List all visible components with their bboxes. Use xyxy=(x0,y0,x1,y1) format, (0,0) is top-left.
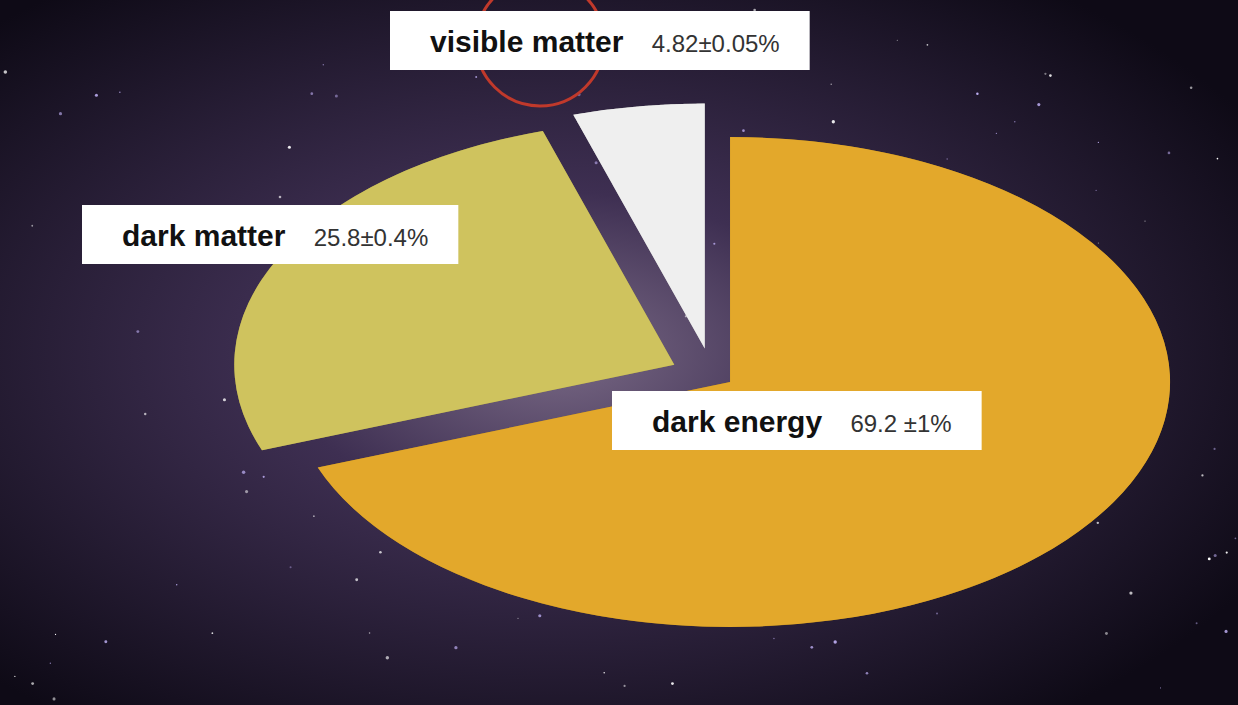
category-label: dark matter xyxy=(122,219,286,252)
star xyxy=(144,413,146,415)
category-label: dark energy xyxy=(652,405,822,438)
star xyxy=(832,120,835,123)
stars xyxy=(4,9,1237,701)
star xyxy=(14,676,15,677)
star xyxy=(53,697,56,700)
star xyxy=(355,578,358,581)
star xyxy=(242,471,245,474)
star xyxy=(810,646,813,649)
star xyxy=(671,682,674,685)
slice-label: dark matter 25.8±0.4% xyxy=(82,205,458,264)
star xyxy=(176,584,177,585)
chart-container: dark energy 69.2 ±1% dark matter 25.8±0.4% v… xyxy=(0,0,1238,705)
slice xyxy=(573,104,704,349)
star xyxy=(245,490,248,493)
star xyxy=(223,398,226,401)
category-label: visible matter xyxy=(430,25,624,58)
star xyxy=(379,551,382,554)
star xyxy=(1105,632,1108,635)
star xyxy=(773,638,774,639)
star xyxy=(517,618,518,619)
star xyxy=(1160,687,1161,688)
star xyxy=(1097,522,1099,524)
star xyxy=(59,112,62,115)
star xyxy=(335,95,338,98)
value-label: 4.82±0.05% xyxy=(652,30,780,57)
star xyxy=(623,685,625,687)
star xyxy=(595,161,598,164)
slice-label: dark energy 69.2 ±1% xyxy=(612,391,982,450)
star xyxy=(136,330,139,333)
star xyxy=(1217,158,1219,160)
star xyxy=(1096,190,1097,191)
star xyxy=(1235,537,1237,539)
star xyxy=(31,225,33,227)
slice-tops xyxy=(234,104,1170,627)
label-box xyxy=(390,11,810,70)
star xyxy=(1098,142,1099,143)
slice xyxy=(234,131,674,450)
star xyxy=(1226,551,1228,553)
star xyxy=(1044,73,1046,75)
star xyxy=(603,672,605,674)
star xyxy=(31,682,34,685)
star xyxy=(996,133,997,134)
star xyxy=(211,632,213,634)
star xyxy=(976,92,978,94)
star xyxy=(742,129,745,132)
star xyxy=(897,40,898,41)
star xyxy=(55,634,56,635)
star xyxy=(936,613,938,615)
star xyxy=(1224,630,1227,633)
star xyxy=(263,476,265,478)
value-label: 69.2 ±1% xyxy=(850,410,951,437)
star xyxy=(4,70,8,74)
star xyxy=(1214,554,1217,557)
star xyxy=(119,92,120,93)
star xyxy=(323,64,324,65)
star xyxy=(313,515,315,517)
star xyxy=(1129,591,1132,594)
star xyxy=(369,632,371,634)
label-box xyxy=(612,391,982,450)
star xyxy=(454,646,457,649)
star xyxy=(1098,243,1099,244)
star xyxy=(288,146,291,149)
star xyxy=(104,640,107,643)
star xyxy=(1190,86,1193,89)
slice-label: visible matter 4.82±0.05% xyxy=(390,11,810,70)
background xyxy=(0,0,1238,705)
slice-sides xyxy=(234,104,1170,677)
value-label: 25.8±0.4% xyxy=(314,224,429,251)
star xyxy=(1168,152,1171,155)
star xyxy=(1049,74,1052,77)
star xyxy=(475,76,477,78)
star xyxy=(866,672,869,675)
star xyxy=(1208,557,1211,560)
chart-svg: dark energy 69.2 ±1% dark matter 25.8±0.4% v… xyxy=(0,0,1238,705)
pie-marks xyxy=(234,104,1170,677)
star xyxy=(713,243,715,245)
star xyxy=(1014,121,1015,122)
star xyxy=(290,566,292,568)
star xyxy=(50,663,51,664)
star xyxy=(95,94,98,97)
star xyxy=(927,44,929,46)
star xyxy=(386,656,389,659)
star xyxy=(1196,622,1198,624)
star xyxy=(946,158,947,159)
star xyxy=(538,614,541,617)
star xyxy=(279,196,282,199)
label-box xyxy=(82,205,458,264)
star xyxy=(1144,220,1145,221)
star xyxy=(1213,448,1215,450)
star xyxy=(834,640,837,643)
star xyxy=(310,92,313,95)
star xyxy=(753,9,756,12)
star xyxy=(1201,474,1203,476)
star xyxy=(1037,103,1040,106)
labels: dark energy 69.2 ±1% dark matter 25.8±0.4% v… xyxy=(82,11,982,450)
star xyxy=(830,84,831,85)
